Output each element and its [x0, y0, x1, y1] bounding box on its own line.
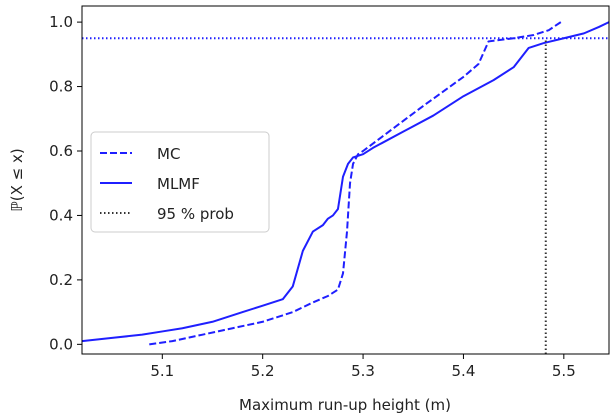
y-tick-label: 1.0 [49, 13, 73, 31]
legend-label-mlmf: MLMF [157, 175, 200, 193]
x-tick-label: 5.5 [552, 362, 576, 380]
x-tick-label: 5.2 [251, 362, 275, 380]
legend-label-mc: MC [157, 145, 180, 163]
series-line-mc [149, 21, 562, 346]
axis-ticks: 5.1 5.2 5.3 5.4 5.5 0.0 0.2 0.4 0.6 0.8 1.0 [49, 13, 576, 380]
legend-label-95-prob: 95 % prob [157, 205, 234, 223]
y-tick-label: 0.2 [49, 271, 73, 289]
legend-box [90, 131, 270, 233]
y-tick-label: 0.6 [49, 142, 73, 160]
x-tick-label: 5.1 [150, 362, 174, 380]
y-tick-label: 0.4 [49, 206, 73, 224]
x-axis-label: Maximum run-up height (m) [239, 396, 451, 414]
x-tick-label: 5.3 [351, 362, 375, 380]
plot-frame [81, 5, 610, 355]
y-axis-label: ℙ(X ≤ x) [8, 148, 26, 211]
y-tick-label: 0.8 [49, 78, 73, 96]
y-tick-label: 0.0 [49, 335, 73, 353]
series-line-mlmf [81, 21, 610, 343]
x-tick-label: 5.4 [452, 362, 476, 380]
legend: MC MLMF 95 % prob [90, 131, 270, 233]
plot-area [81, 21, 610, 354]
